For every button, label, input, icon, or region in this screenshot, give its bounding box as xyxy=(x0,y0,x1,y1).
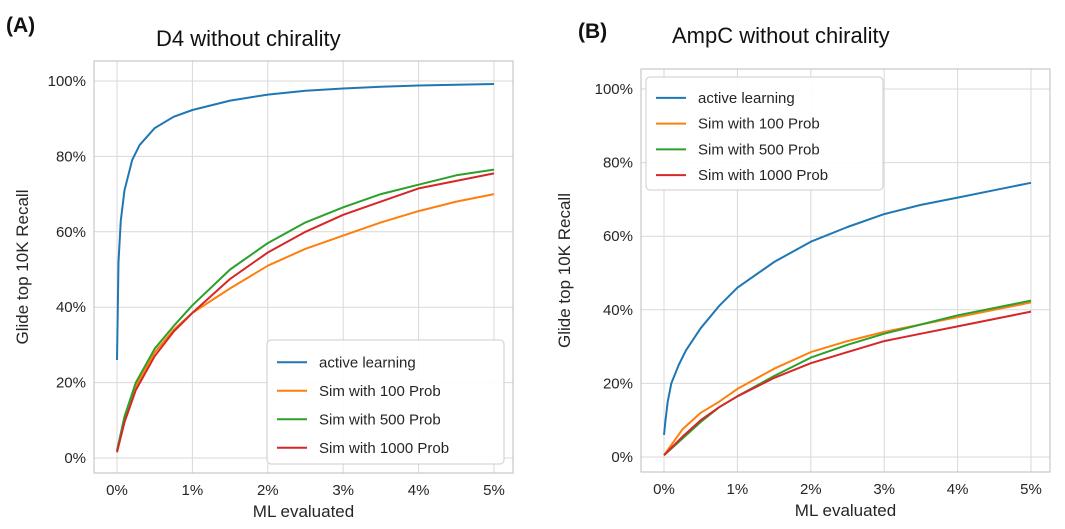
legend-entry: active learning xyxy=(319,354,416,371)
y-tick-label: 80% xyxy=(56,148,86,165)
x-tick-label: 5% xyxy=(483,482,505,499)
series-line-sim-with-500-prob xyxy=(663,299,1032,456)
legend-box xyxy=(266,339,505,465)
chart-panel-b: 0% 1% 2% 3% 4% 5% 0% 20% 40% 60% 80% 100% ML evaluat… xyxy=(555,68,1051,520)
x-tick-label: 4% xyxy=(408,482,430,499)
legend: active learning Sim with 100 Prob Sim with… xyxy=(266,339,505,465)
panel-b-label: (B) xyxy=(578,20,608,43)
legend: active learning Sim with 100 Prob Sim with… xyxy=(645,76,884,191)
x-tick-label: 2% xyxy=(800,481,822,498)
y-tick-label: 40% xyxy=(603,302,633,319)
plot-frame xyxy=(93,60,514,474)
x-tick-label: 2% xyxy=(257,482,279,499)
x-tick-label: 4% xyxy=(947,481,969,498)
y-tick-label: 20% xyxy=(56,375,86,392)
x-tick-label: 5% xyxy=(1020,481,1042,498)
panel-b-title: AmpC without chirality xyxy=(672,23,890,48)
series-line-sim-with-1000-prob xyxy=(116,172,495,453)
y-axis-label: Glide top 10K Recall xyxy=(555,193,574,348)
x-tick-label: 0% xyxy=(106,482,128,499)
x-axis-label: ML evaluated xyxy=(795,501,896,520)
legend-entry: Sim with 100 Prob xyxy=(319,383,441,400)
y-tick-label: 80% xyxy=(603,155,633,172)
y-tick-label: 100% xyxy=(595,81,633,98)
panel-a-label: (A) xyxy=(6,14,36,37)
series-line-sim-with-1000-prob xyxy=(663,310,1032,456)
y-tick-label: 0% xyxy=(64,450,86,467)
series-line-active-learning xyxy=(663,181,1032,436)
series-line-active-learning xyxy=(116,83,495,361)
legend-entry: Sim with 1000 Prob xyxy=(319,440,449,457)
legend-entry: Sim with 100 Prob xyxy=(698,116,820,133)
y-tick-label: 60% xyxy=(56,224,86,241)
legend-entry: Sim with 500 Prob xyxy=(319,411,441,428)
x-axis-label: ML evaluated xyxy=(253,502,354,521)
legend-entry: Sim with 500 Prob xyxy=(698,141,820,158)
legend-entry: Sim with 1000 Prob xyxy=(698,167,828,184)
plot-frame xyxy=(640,68,1051,473)
series-line-sim-with-100-prob xyxy=(663,301,1032,456)
chart-panel-a: 0% 1% 2% 3% 4% 5% 0% 20% 40% 60% 80% 100% ML evaluat… xyxy=(13,60,514,521)
x-tick-label: 0% xyxy=(653,481,675,498)
y-tick-label: 100% xyxy=(48,73,86,90)
legend-box xyxy=(645,76,884,191)
y-axis-label: Glide top 10K Recall xyxy=(13,190,32,345)
y-tick-label: 60% xyxy=(603,228,633,245)
panel-a-title: D4 without chirality xyxy=(156,26,341,51)
x-tick-label: 3% xyxy=(873,481,895,498)
y-tick-label: 20% xyxy=(603,375,633,392)
y-tick-label: 40% xyxy=(56,299,86,316)
series-line-sim-with-100-prob xyxy=(116,193,495,451)
x-tick-label: 1% xyxy=(182,482,204,499)
legend-entry: active learning xyxy=(698,90,795,107)
x-tick-label: 3% xyxy=(332,482,354,499)
series-line-sim-with-500-prob xyxy=(116,168,495,451)
y-tick-label: 0% xyxy=(611,449,633,466)
x-tick-label: 1% xyxy=(727,481,749,498)
